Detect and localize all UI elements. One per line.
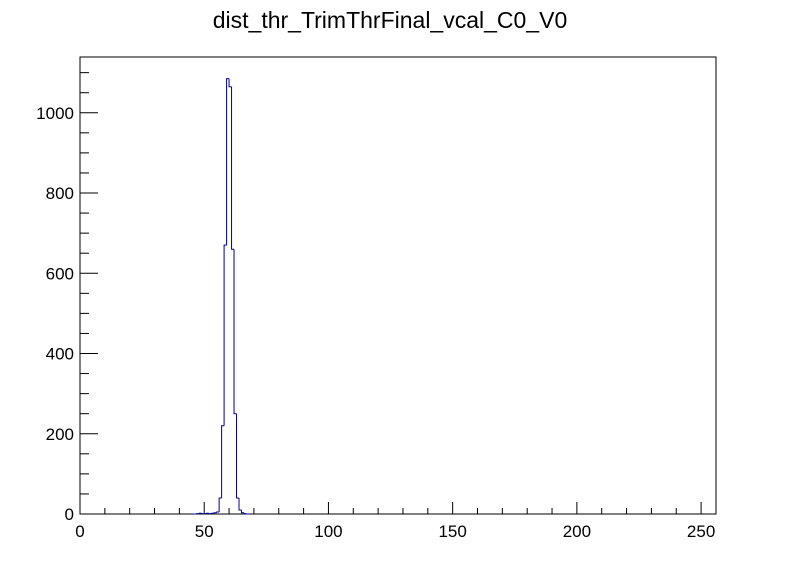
histogram-bin — [243, 512, 247, 515]
plot-frame — [79, 56, 717, 515]
y-tick-label: 0 — [65, 505, 74, 524]
y-tick-label: 1000 — [36, 104, 74, 123]
histogram-bin — [226, 78, 230, 246]
histogram-bin — [236, 413, 239, 499]
histogram-bin — [238, 497, 242, 511]
histogram-bin — [216, 511, 220, 513]
histogram-bin — [221, 425, 225, 498]
x-tick-label: 250 — [687, 522, 715, 541]
y-tick-label: 400 — [46, 345, 74, 364]
x-tick-label: 150 — [438, 522, 466, 541]
y-tick-label: 800 — [46, 184, 74, 203]
histogram-bin — [218, 497, 222, 512]
x-tick-label: 200 — [563, 522, 591, 541]
x-tick-label: 0 — [75, 522, 84, 541]
histogram-bin — [240, 509, 244, 514]
histogram-bin — [223, 244, 227, 426]
histogram-bin — [233, 249, 237, 415]
x-tick-label: 100 — [314, 522, 342, 541]
y-tick-label: 200 — [46, 425, 74, 444]
x-tick-label: 50 — [195, 522, 214, 541]
histogram-bin — [231, 86, 235, 250]
y-tick-label: 600 — [46, 264, 74, 283]
chart-title: dist_thr_TrimThrFinal_vcal_C0_V0 — [213, 7, 568, 33]
histogram-bin — [228, 78, 232, 88]
